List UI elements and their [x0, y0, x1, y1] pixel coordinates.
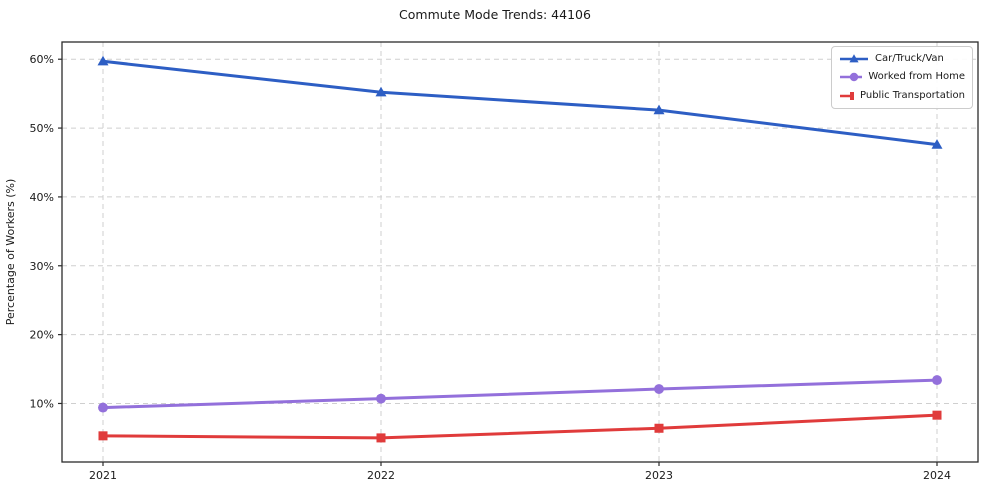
legend-item-car-truck-van: Car/Truck/Van — [839, 53, 965, 65]
plot-area: 10% 20% 30% 40% 50% 60% 2021 2022 2023 2024 — [30, 41, 979, 482]
square-marker-icon — [850, 91, 855, 100]
y-tick-label: 60% — [30, 53, 54, 66]
triangle-marker-icon — [849, 54, 859, 63]
data-point-car-truck-van — [97, 55, 109, 66]
legend-item-public-transportation: Public Transportation — [839, 90, 965, 102]
plot-border — [61, 41, 979, 463]
x-tick-label: 2024 — [923, 469, 951, 482]
legend-label: Worked from Home — [868, 71, 965, 83]
data-point-public-transportation — [376, 433, 386, 443]
data-point-worked-from-home — [376, 393, 386, 404]
series-line-worked-from-home — [101, 378, 939, 410]
y-tick-label: 10% — [30, 397, 54, 410]
x-tick-label: 2022 — [367, 469, 395, 482]
legend-label: Public Transportation — [860, 89, 965, 101]
data-point-car-truck-van — [653, 104, 665, 115]
y-tick-label: 30% — [30, 260, 54, 273]
data-point-car-truck-van — [375, 86, 387, 97]
data-point-public-transportation — [98, 431, 108, 441]
x-tick-label: 2023 — [645, 469, 673, 482]
data-point-car-truck-van — [931, 139, 943, 149]
y-tick-label: 20% — [30, 329, 54, 342]
legend-sample-circle-line — [840, 73, 863, 82]
legend-sample-triangle-line — [840, 54, 868, 63]
data-point-worked-from-home — [98, 402, 108, 413]
series-line-public-transportation — [101, 413, 939, 440]
data-point-worked-from-home — [932, 375, 942, 386]
legend: Car/Truck/Van Worked from Home Public Tr… — [831, 46, 973, 109]
circle-marker-icon — [849, 73, 859, 82]
y-tick-label: 40% — [30, 191, 54, 204]
legend-label: Car/Truck/Van — [875, 53, 944, 65]
series-line-car-truck-van — [101, 59, 939, 147]
y-tick-label: 50% — [30, 122, 54, 135]
data-point-public-transportation — [932, 410, 942, 420]
legend-sample-square-line — [840, 91, 855, 100]
x-tick-label: 2021 — [89, 469, 117, 482]
y-axis-label: Percentage of Workers (%) — [4, 179, 17, 326]
data-point-worked-from-home — [654, 384, 664, 394]
legend-item-worked-from-home: Worked from Home — [839, 71, 965, 83]
data-point-public-transportation — [654, 423, 664, 433]
chart-title: Commute Mode Trends: 44106 — [399, 7, 591, 22]
